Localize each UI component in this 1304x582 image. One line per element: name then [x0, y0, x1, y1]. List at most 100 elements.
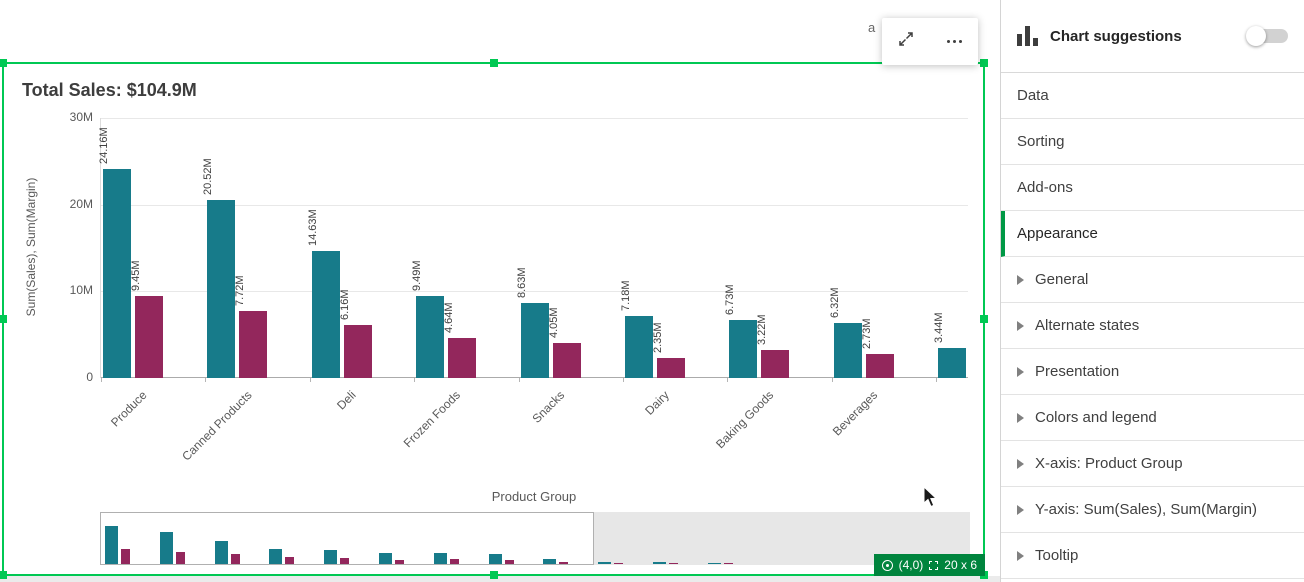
- axis-tick: [414, 378, 416, 382]
- bar[interactable]: [625, 315, 653, 378]
- overview-bar: [598, 561, 612, 564]
- bar[interactable]: [761, 350, 790, 378]
- overview-bar: [449, 558, 459, 564]
- resize-handle-top-left[interactable]: [0, 59, 7, 67]
- axis-tick: [205, 378, 207, 382]
- overview-bar: [379, 552, 392, 564]
- panel-section-tooltip[interactable]: Tooltip: [1001, 533, 1304, 579]
- gridline: [101, 204, 968, 206]
- bar[interactable]: [416, 295, 445, 378]
- bar[interactable]: [448, 337, 477, 378]
- bar-value-label: 9.45M: [130, 260, 142, 292]
- overview-bar: [324, 550, 338, 564]
- bar-value-label: 9.49M: [411, 260, 424, 291]
- x-axis-label: Dairy: [642, 388, 672, 418]
- overview-bar: [433, 553, 447, 564]
- axis-tick: [727, 378, 729, 382]
- bar[interactable]: [103, 168, 131, 378]
- overview-bar: [488, 554, 502, 564]
- panel-item-appearance[interactable]: Appearance: [1001, 211, 1304, 257]
- overview-bar: [707, 562, 721, 564]
- panel-section-presentation[interactable]: Presentation: [1001, 349, 1304, 395]
- panel-section-label: General: [1035, 271, 1089, 288]
- chevron-right-icon: [1017, 458, 1024, 469]
- overview-bar: [159, 531, 173, 564]
- overview-bar: [723, 563, 733, 564]
- bar[interactable]: [657, 357, 685, 378]
- bar[interactable]: [207, 200, 236, 378]
- panel-item-addons[interactable]: Add-ons: [1001, 165, 1304, 211]
- more-options-button[interactable]: [930, 18, 978, 65]
- overview-bar: [121, 549, 130, 564]
- bar[interactable]: [552, 342, 581, 378]
- bar-value-label: 3.44M: [933, 312, 946, 344]
- bar-value-label: 7.72M: [234, 275, 247, 307]
- position-size-badge: (4,0) 20 x 6: [873, 554, 985, 576]
- chevron-right-icon: [1017, 550, 1024, 561]
- chart-suggestions-label: Chart suggestions: [1050, 27, 1182, 45]
- sheet-grid-strip: [0, 576, 1000, 582]
- bar[interactable]: [239, 311, 268, 378]
- overview-bar: [105, 526, 118, 564]
- resize-handle-middle-left[interactable]: [0, 315, 7, 323]
- bar[interactable]: [833, 323, 862, 378]
- bar-chart-object[interactable]: Total Sales: $104.9M Sum(Sales), Sum(Mar…: [0, 59, 988, 579]
- panel-section-colors-legend[interactable]: Colors and legend: [1001, 395, 1304, 441]
- overview-bar: [653, 562, 666, 564]
- bar-value-label: 4.64M: [443, 302, 456, 333]
- panel-section-x-axis[interactable]: X-axis: Product Group: [1001, 441, 1304, 487]
- overview-bar: [214, 541, 228, 564]
- bar-value-label: 24.16M: [98, 126, 110, 164]
- chevron-right-icon: [1017, 274, 1024, 285]
- bar[interactable]: [135, 296, 163, 378]
- bar-value-label: 6.73M: [724, 284, 737, 315]
- axis-tick: [101, 378, 102, 382]
- chevron-right-icon: [1017, 320, 1024, 331]
- axis-tick: [936, 378, 938, 382]
- bar[interactable]: [729, 319, 758, 378]
- chevron-right-icon: [1017, 504, 1024, 515]
- x-axis-label: Baking Goods: [713, 388, 777, 452]
- bar-value-label: 3.22M: [756, 314, 769, 346]
- plot-area: Sum(Sales), Sum(Margin) 0 10M 20M 30M 24.16M…: [24, 110, 968, 463]
- bar-value-label: 2.35M: [652, 322, 664, 353]
- resize-handle-top-right[interactable]: [980, 59, 988, 67]
- panel-item-sorting[interactable]: Sorting: [1001, 119, 1304, 165]
- bar[interactable]: [520, 303, 549, 378]
- resize-handle-bottom-middle[interactable]: [489, 571, 498, 579]
- panel-section-label: X-axis: Product Group: [1035, 455, 1183, 472]
- y-axis-tick-label: 20M: [69, 196, 93, 211]
- axis-tick: [831, 378, 833, 382]
- size-icon: [929, 560, 939, 570]
- bar-value-label: 20.52M: [202, 158, 215, 196]
- panel-item-label: Sorting: [1017, 133, 1065, 150]
- panel-item-label: Data: [1017, 87, 1049, 104]
- resize-handle-top-middle[interactable]: [489, 59, 498, 67]
- panel-section-label: Y-axis: Sum(Sales), Sum(Margin): [1035, 501, 1258, 518]
- chart-suggestions-header: Chart suggestions: [1001, 0, 1304, 73]
- position-icon: [881, 559, 893, 571]
- y-axis-tick-label: 0: [86, 370, 93, 384]
- resize-handle-bottom-left[interactable]: [0, 571, 7, 579]
- bar[interactable]: [938, 348, 967, 378]
- panel-section-alternate-states[interactable]: Alternate states: [1001, 303, 1304, 349]
- panel-section-general[interactable]: General: [1001, 257, 1304, 303]
- resize-handle-middle-right[interactable]: [980, 315, 988, 323]
- x-axis-label: Canned Products: [178, 388, 255, 464]
- panel-section-y-axis[interactable]: Y-axis: Sum(Sales), Sum(Margin): [1001, 487, 1304, 533]
- gridline: [101, 291, 968, 293]
- chart-title: Total Sales: $104.9M: [22, 80, 197, 100]
- panel-item-data[interactable]: Data: [1001, 73, 1304, 119]
- bar-value-label: 7.18M: [620, 280, 632, 311]
- y-axis-tick-label: 30M: [69, 110, 93, 124]
- overview-bar: [504, 559, 514, 564]
- overview-bar: [614, 562, 624, 564]
- chart-suggestions-toggle[interactable]: [1246, 26, 1288, 46]
- properties-panel: Chart suggestions Data Sorting Add-ons A…: [1000, 0, 1304, 582]
- overview-chart[interactable]: [100, 512, 970, 565]
- overview-bar: [543, 558, 557, 564]
- bar[interactable]: [865, 354, 894, 378]
- expand-button[interactable]: [882, 18, 930, 65]
- bar[interactable]: [311, 251, 340, 378]
- bar[interactable]: [343, 324, 372, 378]
